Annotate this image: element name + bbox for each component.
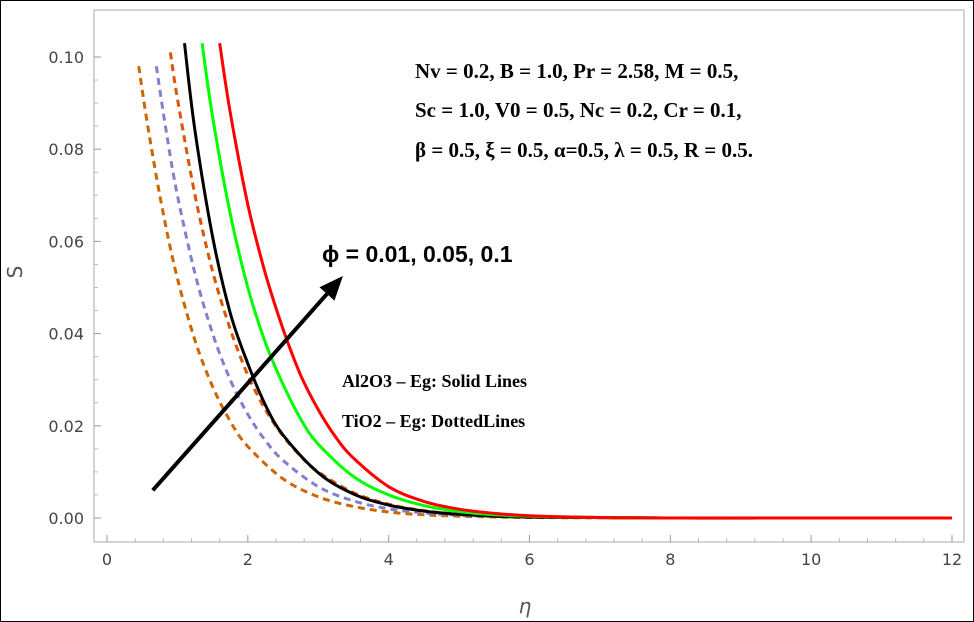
y-axis-label: S	[3, 266, 27, 279]
x-axis-label: η	[519, 594, 532, 618]
x-tick-label-6: 12	[942, 550, 962, 569]
series-layer	[137, 42, 952, 520]
params-line-1: Nv = 0.2, B = 1.0, Pr = 2.58, M = 0.5,	[415, 59, 738, 83]
x-tick-label-4: 8	[665, 550, 675, 569]
y-tick-label-2: 0.04	[48, 325, 84, 344]
legend-solid-lines: Al2O3 – Eg: Solid Lines	[342, 371, 527, 391]
ticks-layer: 0 2 4 6 8 10 12 0.00 0.02 0.04 0.06 0.08 0.10	[48, 48, 962, 569]
series-line-2	[218, 42, 952, 520]
x-tick-label-5: 10	[801, 550, 821, 569]
phi-label: ϕ = 0.01, 0.05, 0.1	[322, 241, 513, 267]
y-tick-label-4: 0.08	[48, 140, 84, 159]
y-tick-label-3: 0.06	[48, 232, 84, 251]
x-tick-label-1: 2	[243, 550, 253, 569]
arrow-head	[319, 275, 343, 301]
y-tick-label-1: 0.02	[48, 417, 84, 436]
params-line-3: β = 0.5, ξ = 0.5, α=0.5, λ = 0.5, R = 0.…	[415, 138, 753, 162]
series-line-3	[137, 65, 952, 520]
x-tick-label-2: 4	[384, 550, 394, 569]
x-tick-label-0: 0	[102, 550, 112, 569]
y-tick-label-0: 0.00	[48, 509, 84, 528]
params-line-2: Sc = 1.0, V0 = 0.5, Nc = 0.2, Cr = 0.1,	[415, 98, 742, 122]
legend-dotted-lines: TiO2 – Eg: DottedLines	[342, 411, 525, 431]
arrow-shaft	[151, 292, 329, 492]
y-tick-label-5: 0.10	[48, 48, 84, 67]
x-tick-label-3: 6	[524, 550, 534, 569]
trend-arrow	[151, 275, 343, 492]
